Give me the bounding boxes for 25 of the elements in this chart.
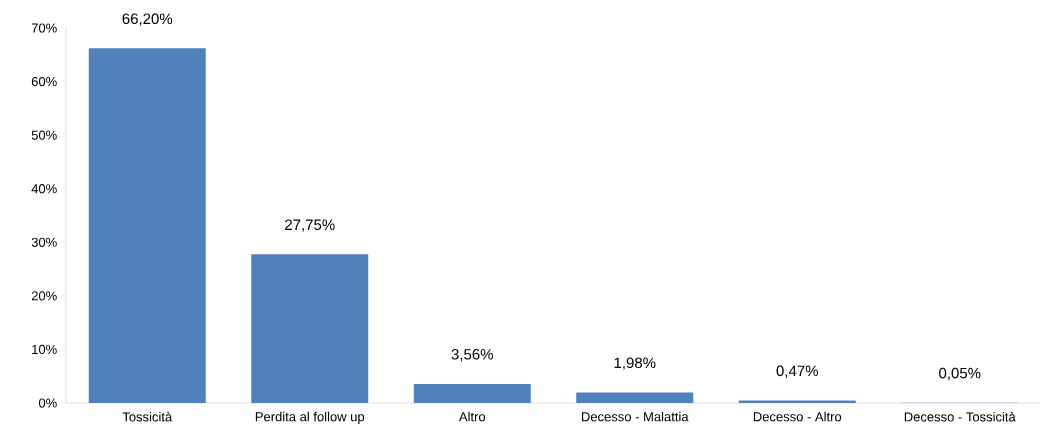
x-tick-label: Tossicità <box>122 411 173 422</box>
bar <box>738 400 856 403</box>
data-label: 1,98% <box>614 357 656 370</box>
data-label: 0,47% <box>776 365 818 378</box>
y-tick-label: 40% <box>31 184 57 194</box>
y-tick-label: 20% <box>31 291 57 301</box>
bar <box>251 254 369 403</box>
y-tick-label: 0% <box>38 398 57 408</box>
x-tick-label: Decesso - Malattia <box>581 411 689 422</box>
data-label: 27,75% <box>285 219 335 232</box>
data-label: 0,05% <box>939 367 981 381</box>
data-label: 3,56% <box>451 349 493 362</box>
bar <box>88 48 206 403</box>
x-tick-label: Decesso - Altro <box>753 411 842 422</box>
y-tick-label: 60% <box>31 76 57 87</box>
y-tick-label: 30% <box>31 237 57 247</box>
x-tick-label: Decesso - Tossicità <box>904 411 1016 422</box>
y-tick-label: 10% <box>32 344 57 355</box>
bar <box>413 383 531 403</box>
y-tick-label: 50% <box>31 130 57 140</box>
bar <box>576 392 694 403</box>
y-tick-label: 70% <box>31 23 57 33</box>
x-tick-label: Altro <box>458 411 486 422</box>
x-tick-label: Perdita al follow up <box>255 411 365 424</box>
data-label: 66,20% <box>122 13 173 26</box>
